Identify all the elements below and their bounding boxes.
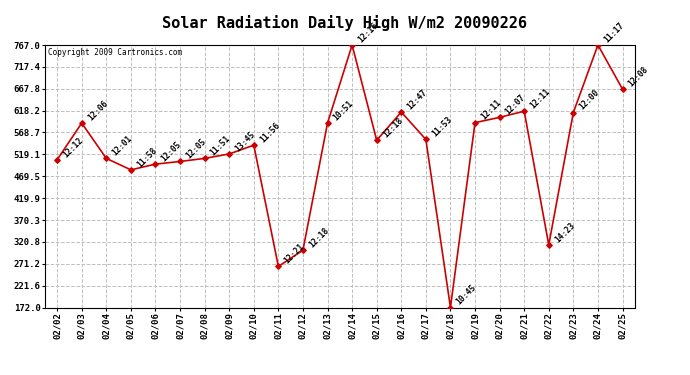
Text: 11:58: 11:58 [135,146,159,169]
Text: 12:16: 12:16 [356,21,380,44]
Text: Solar Radiation Daily High W/m2 20090226: Solar Radiation Daily High W/m2 20090226 [163,15,527,31]
Text: 12:06: 12:06 [86,99,110,122]
Text: 12:08: 12:08 [627,65,650,88]
Text: 12:00: 12:00 [578,88,601,112]
Text: 11:51: 11:51 [209,134,233,158]
Text: 12:01: 12:01 [110,134,134,158]
Text: 12:11: 12:11 [479,98,503,122]
Text: 12:07: 12:07 [504,93,527,117]
Text: 12:05: 12:05 [159,140,184,164]
Text: 12:11: 12:11 [529,87,552,110]
Text: 12:18: 12:18 [307,226,331,249]
Text: 11:56: 11:56 [258,121,282,144]
Text: 12:05: 12:05 [184,137,208,161]
Text: 12:47: 12:47 [406,88,429,111]
Text: 14:23: 14:23 [553,220,577,244]
Text: 10:51: 10:51 [332,99,355,122]
Text: 13:45: 13:45 [233,130,257,153]
Text: 11:53: 11:53 [430,115,453,139]
Text: 12:21: 12:21 [282,242,306,266]
Text: Copyright 2009 Cartronics.com: Copyright 2009 Cartronics.com [48,48,182,57]
Text: 11:17: 11:17 [602,21,626,44]
Text: 12:18: 12:18 [381,116,404,140]
Text: 12:12: 12:12 [61,135,85,159]
Text: 10:45: 10:45 [455,283,478,307]
